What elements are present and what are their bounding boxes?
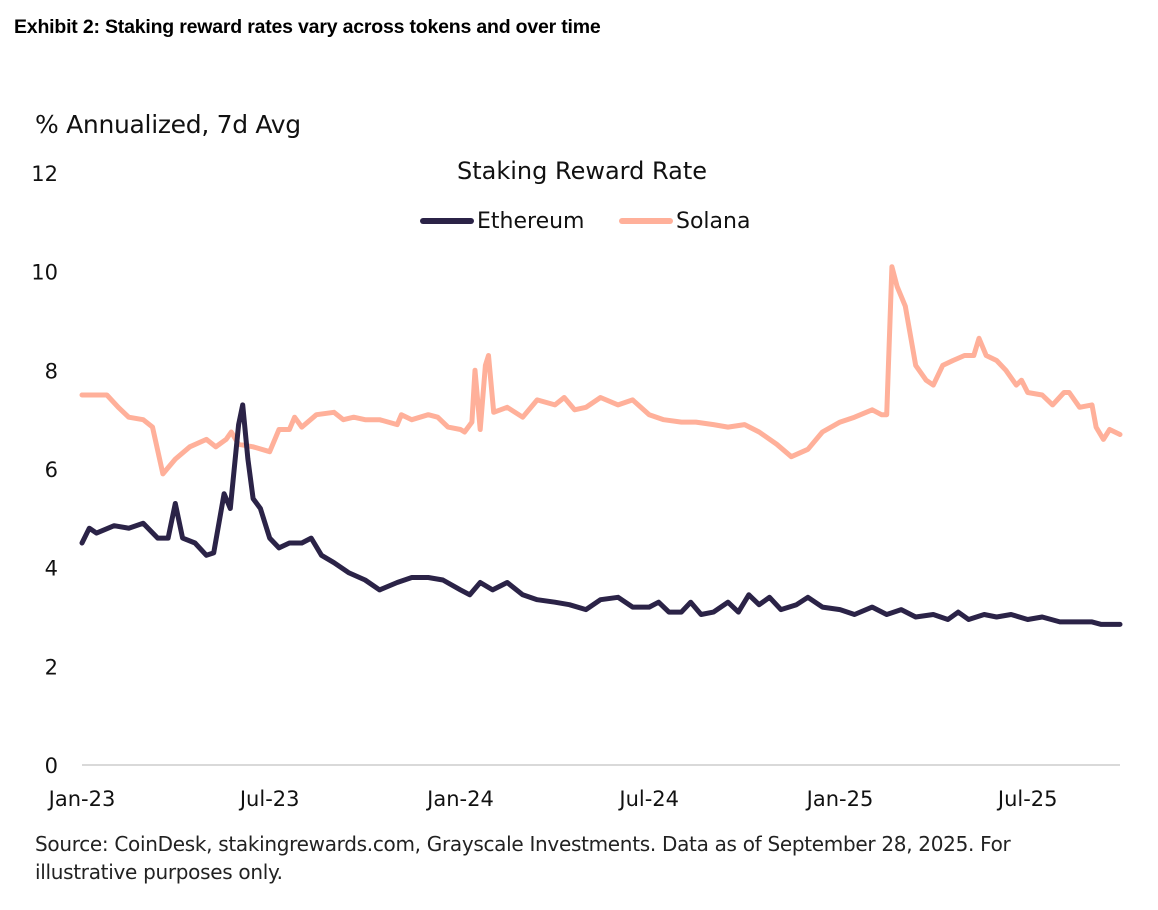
series-line-ethereum xyxy=(79,402,1123,627)
series-layer xyxy=(79,264,1123,627)
legend-label: Solana xyxy=(676,209,750,234)
legend-label: Ethereum xyxy=(477,209,584,234)
legend-item-solana: Solana xyxy=(619,209,750,234)
x-tick-label: Jan-24 xyxy=(425,787,494,811)
y-tick-label: 6 xyxy=(45,458,58,482)
x-tick-label: Jan-23 xyxy=(47,787,116,811)
y-axis-unit-label: % Annualized, 7d Avg xyxy=(35,110,301,139)
legend: Ethereum Solana xyxy=(420,209,750,234)
legend-item-ethereum: Ethereum xyxy=(420,209,584,234)
x-tick-label: Jan-25 xyxy=(805,787,874,811)
x-axis: Jan-23 Jul-23 Jan-24 Jul-24 Jan-25 Jul-25 xyxy=(47,787,1058,811)
chart-title: Staking Reward Rate xyxy=(457,157,707,185)
y-tick-label: 4 xyxy=(45,557,58,581)
y-tick-label: 10 xyxy=(31,261,58,285)
exhibit-title: Exhibit 2: Staking reward rates vary acr… xyxy=(14,16,601,38)
y-tick-label: 12 xyxy=(31,162,58,186)
y-tick-label: 8 xyxy=(45,359,58,383)
source-note: Source: CoinDesk, stakingrewards.com, Gr… xyxy=(35,832,1011,884)
x-tick-label: Jul-23 xyxy=(238,787,300,811)
series-line-solana xyxy=(79,264,1123,477)
x-tick-label: Jul-24 xyxy=(617,787,679,811)
y-tick-label: 0 xyxy=(45,754,58,778)
y-tick-label: 2 xyxy=(45,655,58,679)
x-tick-label: Jul-25 xyxy=(996,787,1058,811)
y-axis: 0 2 4 6 8 10 12 xyxy=(31,162,1120,778)
